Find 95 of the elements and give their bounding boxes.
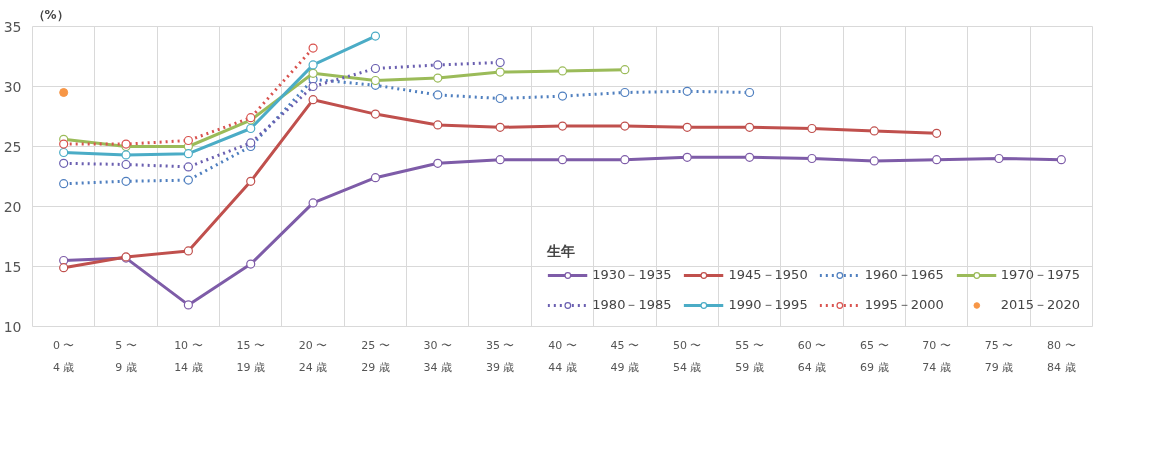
point bbox=[308, 60, 318, 70]
category-label: 0 〜 4 歳 bbox=[52, 338, 75, 374]
point bbox=[495, 57, 505, 68]
point bbox=[308, 68, 318, 78]
y-tick-label: 10 bbox=[3, 318, 22, 335]
category-label: 10 〜 14 歳 bbox=[174, 338, 203, 374]
category-label: 40 〜 44 歳 bbox=[548, 338, 577, 374]
point bbox=[1056, 155, 1066, 165]
category-label: 15 〜 19 歳 bbox=[236, 338, 265, 374]
category-label: 65 〜 69 歳 bbox=[860, 338, 889, 374]
category-label: 35 〜 39 歳 bbox=[485, 338, 515, 374]
point bbox=[495, 93, 505, 104]
point bbox=[183, 246, 193, 256]
category-label: 55 〜 59 歳 bbox=[735, 338, 764, 374]
point bbox=[495, 122, 505, 132]
point bbox=[620, 155, 630, 165]
point bbox=[370, 75, 381, 86]
point bbox=[246, 123, 256, 134]
category-label: 70 〜 74 歳 bbox=[922, 338, 951, 374]
point bbox=[744, 152, 755, 162]
point bbox=[433, 73, 443, 83]
point bbox=[433, 120, 443, 130]
point bbox=[59, 88, 69, 97]
y-tick-label: 25 bbox=[3, 138, 22, 155]
point bbox=[557, 66, 568, 76]
point bbox=[807, 123, 817, 134]
point bbox=[183, 300, 193, 310]
legend-label: 2015－2020 bbox=[1000, 296, 1080, 314]
point bbox=[744, 87, 755, 98]
point bbox=[557, 155, 568, 165]
point bbox=[370, 109, 381, 119]
legend-label: 1990－1995 bbox=[728, 296, 808, 314]
point bbox=[246, 138, 256, 148]
point bbox=[59, 179, 69, 189]
category-label: 60 〜 64 歳 bbox=[797, 338, 827, 374]
legend-label: 1995－2000 bbox=[864, 296, 944, 314]
point bbox=[59, 158, 69, 168]
legend-label: 1970－1975 bbox=[1000, 266, 1080, 284]
legend-title: 生年 bbox=[547, 243, 577, 261]
point bbox=[620, 121, 630, 131]
point bbox=[433, 90, 443, 100]
point bbox=[807, 153, 817, 164]
point bbox=[682, 122, 692, 132]
y-tick-label: 20 bbox=[3, 198, 22, 215]
point bbox=[183, 175, 193, 185]
category-label: 75 〜 79 歳 bbox=[984, 338, 1014, 374]
category-label: 30 〜 34 歳 bbox=[423, 338, 453, 374]
point bbox=[308, 43, 318, 53]
point bbox=[59, 263, 69, 273]
point bbox=[308, 81, 318, 92]
point bbox=[682, 86, 692, 96]
point bbox=[183, 149, 193, 159]
point bbox=[121, 159, 131, 170]
point bbox=[433, 60, 443, 70]
point bbox=[59, 147, 69, 158]
point bbox=[620, 65, 630, 75]
category-label: 50 〜 54 歳 bbox=[672, 338, 702, 374]
category-label: 80 〜 84 歳 bbox=[1047, 338, 1076, 374]
y-axis-title: （%） bbox=[32, 7, 69, 22]
point bbox=[869, 126, 879, 136]
point bbox=[59, 139, 69, 149]
point bbox=[495, 67, 505, 77]
point bbox=[932, 128, 942, 138]
point bbox=[370, 63, 381, 74]
point bbox=[744, 122, 755, 132]
point bbox=[121, 150, 131, 160]
y-tick-label: 35 bbox=[3, 18, 22, 35]
legend-label: 1945－1950 bbox=[728, 266, 808, 284]
point bbox=[557, 91, 568, 101]
category-label: 25 〜 29 歳 bbox=[361, 338, 390, 374]
point bbox=[682, 152, 692, 162]
point bbox=[183, 135, 193, 146]
y-tick-label: 15 bbox=[3, 258, 22, 275]
point bbox=[433, 158, 443, 168]
point bbox=[183, 162, 193, 172]
point bbox=[308, 198, 318, 208]
point bbox=[994, 153, 1004, 164]
category-label: 5 〜 9 歳 bbox=[115, 338, 137, 374]
point bbox=[495, 155, 505, 165]
legend-label: 1980－1985 bbox=[592, 296, 672, 314]
point bbox=[308, 95, 318, 105]
y-tick-label: 30 bbox=[3, 78, 22, 95]
category-label: 20 〜 24 歳 bbox=[298, 338, 328, 374]
legend-label: 1960－1965 bbox=[864, 266, 944, 284]
point bbox=[370, 173, 381, 183]
legend-label: 1930－1935 bbox=[592, 266, 672, 284]
point bbox=[869, 156, 879, 166]
point bbox=[370, 31, 381, 41]
point bbox=[246, 259, 256, 269]
point bbox=[620, 87, 630, 98]
point bbox=[121, 176, 131, 186]
point bbox=[557, 121, 568, 131]
category-label: 45 〜 49 歳 bbox=[610, 338, 640, 374]
point bbox=[932, 155, 942, 165]
point bbox=[246, 176, 256, 186]
